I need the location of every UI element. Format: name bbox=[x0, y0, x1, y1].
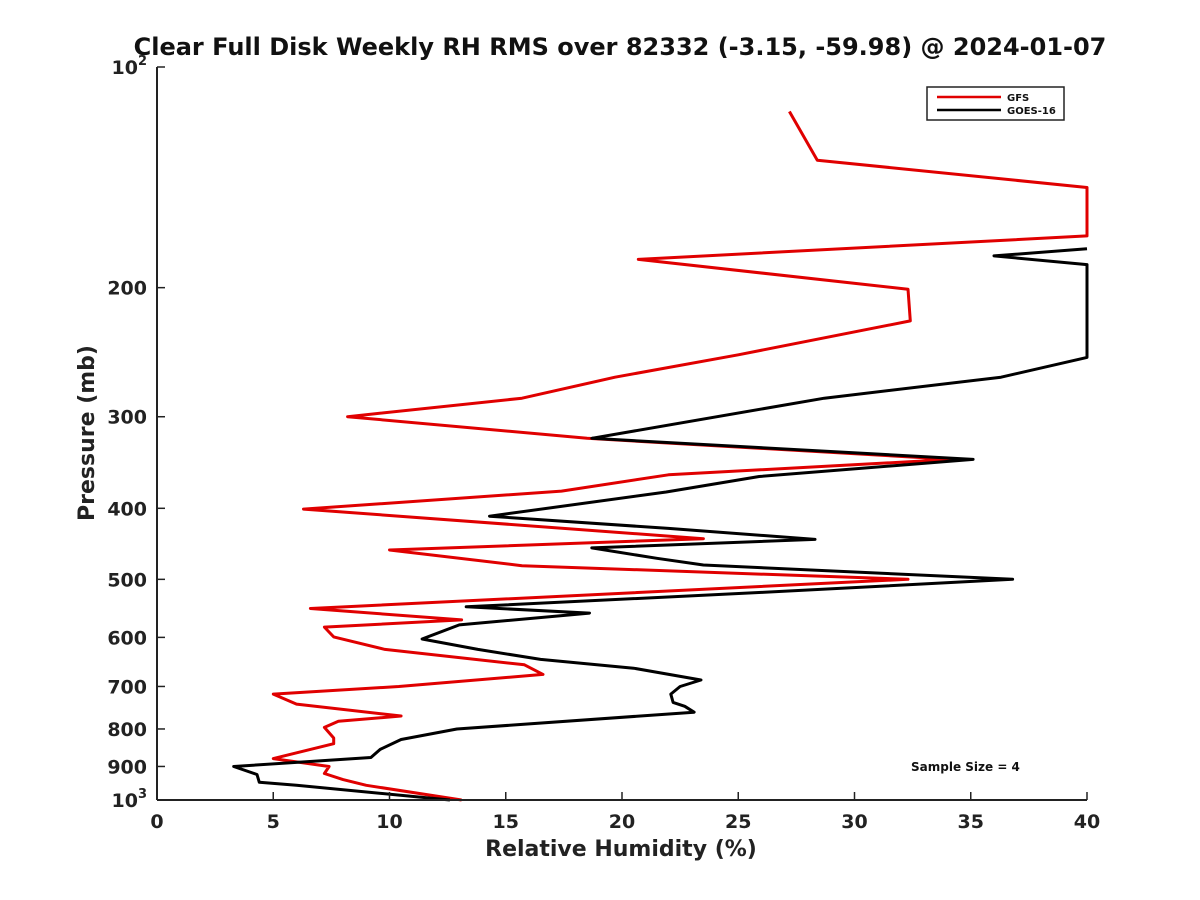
legend-label-gfs: GFS bbox=[1007, 93, 1029, 104]
y-tick-base: 10 bbox=[112, 57, 138, 79]
y-tick-label: 102 bbox=[112, 54, 148, 79]
y-tick-label: 103 bbox=[112, 787, 148, 812]
y-tick-label: 600 bbox=[107, 627, 147, 649]
y-tick-label: 400 bbox=[107, 498, 147, 520]
x-tick-label: 5 bbox=[267, 811, 280, 833]
x-axis-label: Relative Humidity (%) bbox=[485, 837, 757, 862]
legend-box bbox=[926, 86, 1065, 121]
chart-title: Clear Full Disk Weekly RH RMS over 82332… bbox=[134, 33, 1107, 61]
x-tick-label: 30 bbox=[841, 811, 867, 833]
y-tick-base: 10 bbox=[112, 790, 138, 812]
y-tick-label: 500 bbox=[107, 569, 147, 591]
legend: GFS GOES-16 bbox=[926, 86, 1065, 121]
series-line-goes-16 bbox=[232, 247, 1089, 802]
sample-size-annotation: Sample Size = 4 bbox=[911, 760, 1020, 774]
x-tick-label: 25 bbox=[725, 811, 751, 833]
y-tick-label: 700 bbox=[107, 676, 147, 698]
x-tick-label: 0 bbox=[150, 811, 163, 833]
y-tick-exponent: 3 bbox=[138, 787, 147, 802]
y-tick-exponent: 2 bbox=[138, 54, 147, 69]
series-line-gfs bbox=[271, 110, 1089, 802]
series-layer bbox=[232, 110, 1089, 802]
y-tick-label: 800 bbox=[107, 719, 147, 741]
y-tick-label: 300 bbox=[107, 407, 147, 429]
x-tick-label: 35 bbox=[958, 811, 984, 833]
x-tick-label: 20 bbox=[609, 811, 635, 833]
plot-area: 0 5 10 15 20 25 30 35 40 10220030040050060070080… bbox=[107, 54, 1100, 833]
x-tick-label: 40 bbox=[1074, 811, 1100, 833]
x-tick-label: 10 bbox=[376, 811, 402, 833]
y-tick-label: 200 bbox=[107, 278, 147, 300]
legend-label-goes-16: GOES-16 bbox=[1007, 106, 1056, 117]
x-tick-label: 15 bbox=[493, 811, 519, 833]
y-tick-label: 900 bbox=[107, 756, 147, 778]
y-axis-label: Pressure (mb) bbox=[75, 345, 100, 521]
x-ticks: 0 5 10 15 20 25 30 35 40 bbox=[150, 792, 1100, 833]
